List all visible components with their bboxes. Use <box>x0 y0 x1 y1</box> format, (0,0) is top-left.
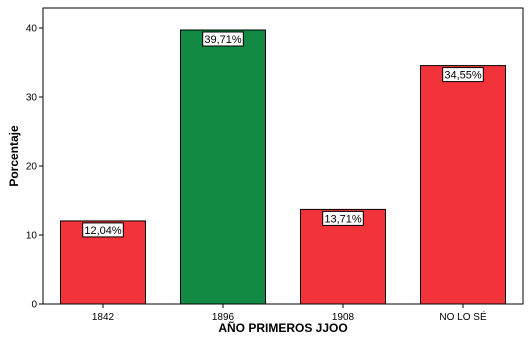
y-tick-label: 30 <box>26 93 38 104</box>
data-label: 12,04% <box>84 225 122 237</box>
x-tick-label: 1842 <box>92 312 115 323</box>
bars-layer: 12,04% 39,71% 13,71% 34,55% <box>60 29 506 305</box>
y-tick-label: 40 <box>26 24 38 35</box>
y-tick-label: 10 <box>26 231 38 242</box>
y-axis: 0 10 20 30 40 <box>26 24 43 311</box>
x-axis: 1842 1896 1908 NO LO SÉ <box>92 304 487 323</box>
data-label: 13,71% <box>324 213 362 225</box>
y-axis-title: Porcentaje <box>7 125 21 187</box>
data-label: 34,55% <box>444 70 482 82</box>
bar <box>180 29 266 305</box>
data-label-box <box>202 31 244 47</box>
data-label-box <box>322 210 364 226</box>
x-tick-label: 1896 <box>212 312 235 323</box>
x-tick-label: 1908 <box>332 312 355 323</box>
x-axis-title: AÑO PRIMEROS JJOO <box>218 320 347 335</box>
y-tick-label: 20 <box>26 162 38 173</box>
bar <box>420 65 506 305</box>
data-label-box <box>82 222 124 238</box>
data-label-box <box>442 67 484 83</box>
data-label: 39,71% <box>204 34 242 46</box>
y-tick-label: 0 <box>31 300 37 311</box>
x-tick-label: NO LO SÉ <box>439 310 487 323</box>
